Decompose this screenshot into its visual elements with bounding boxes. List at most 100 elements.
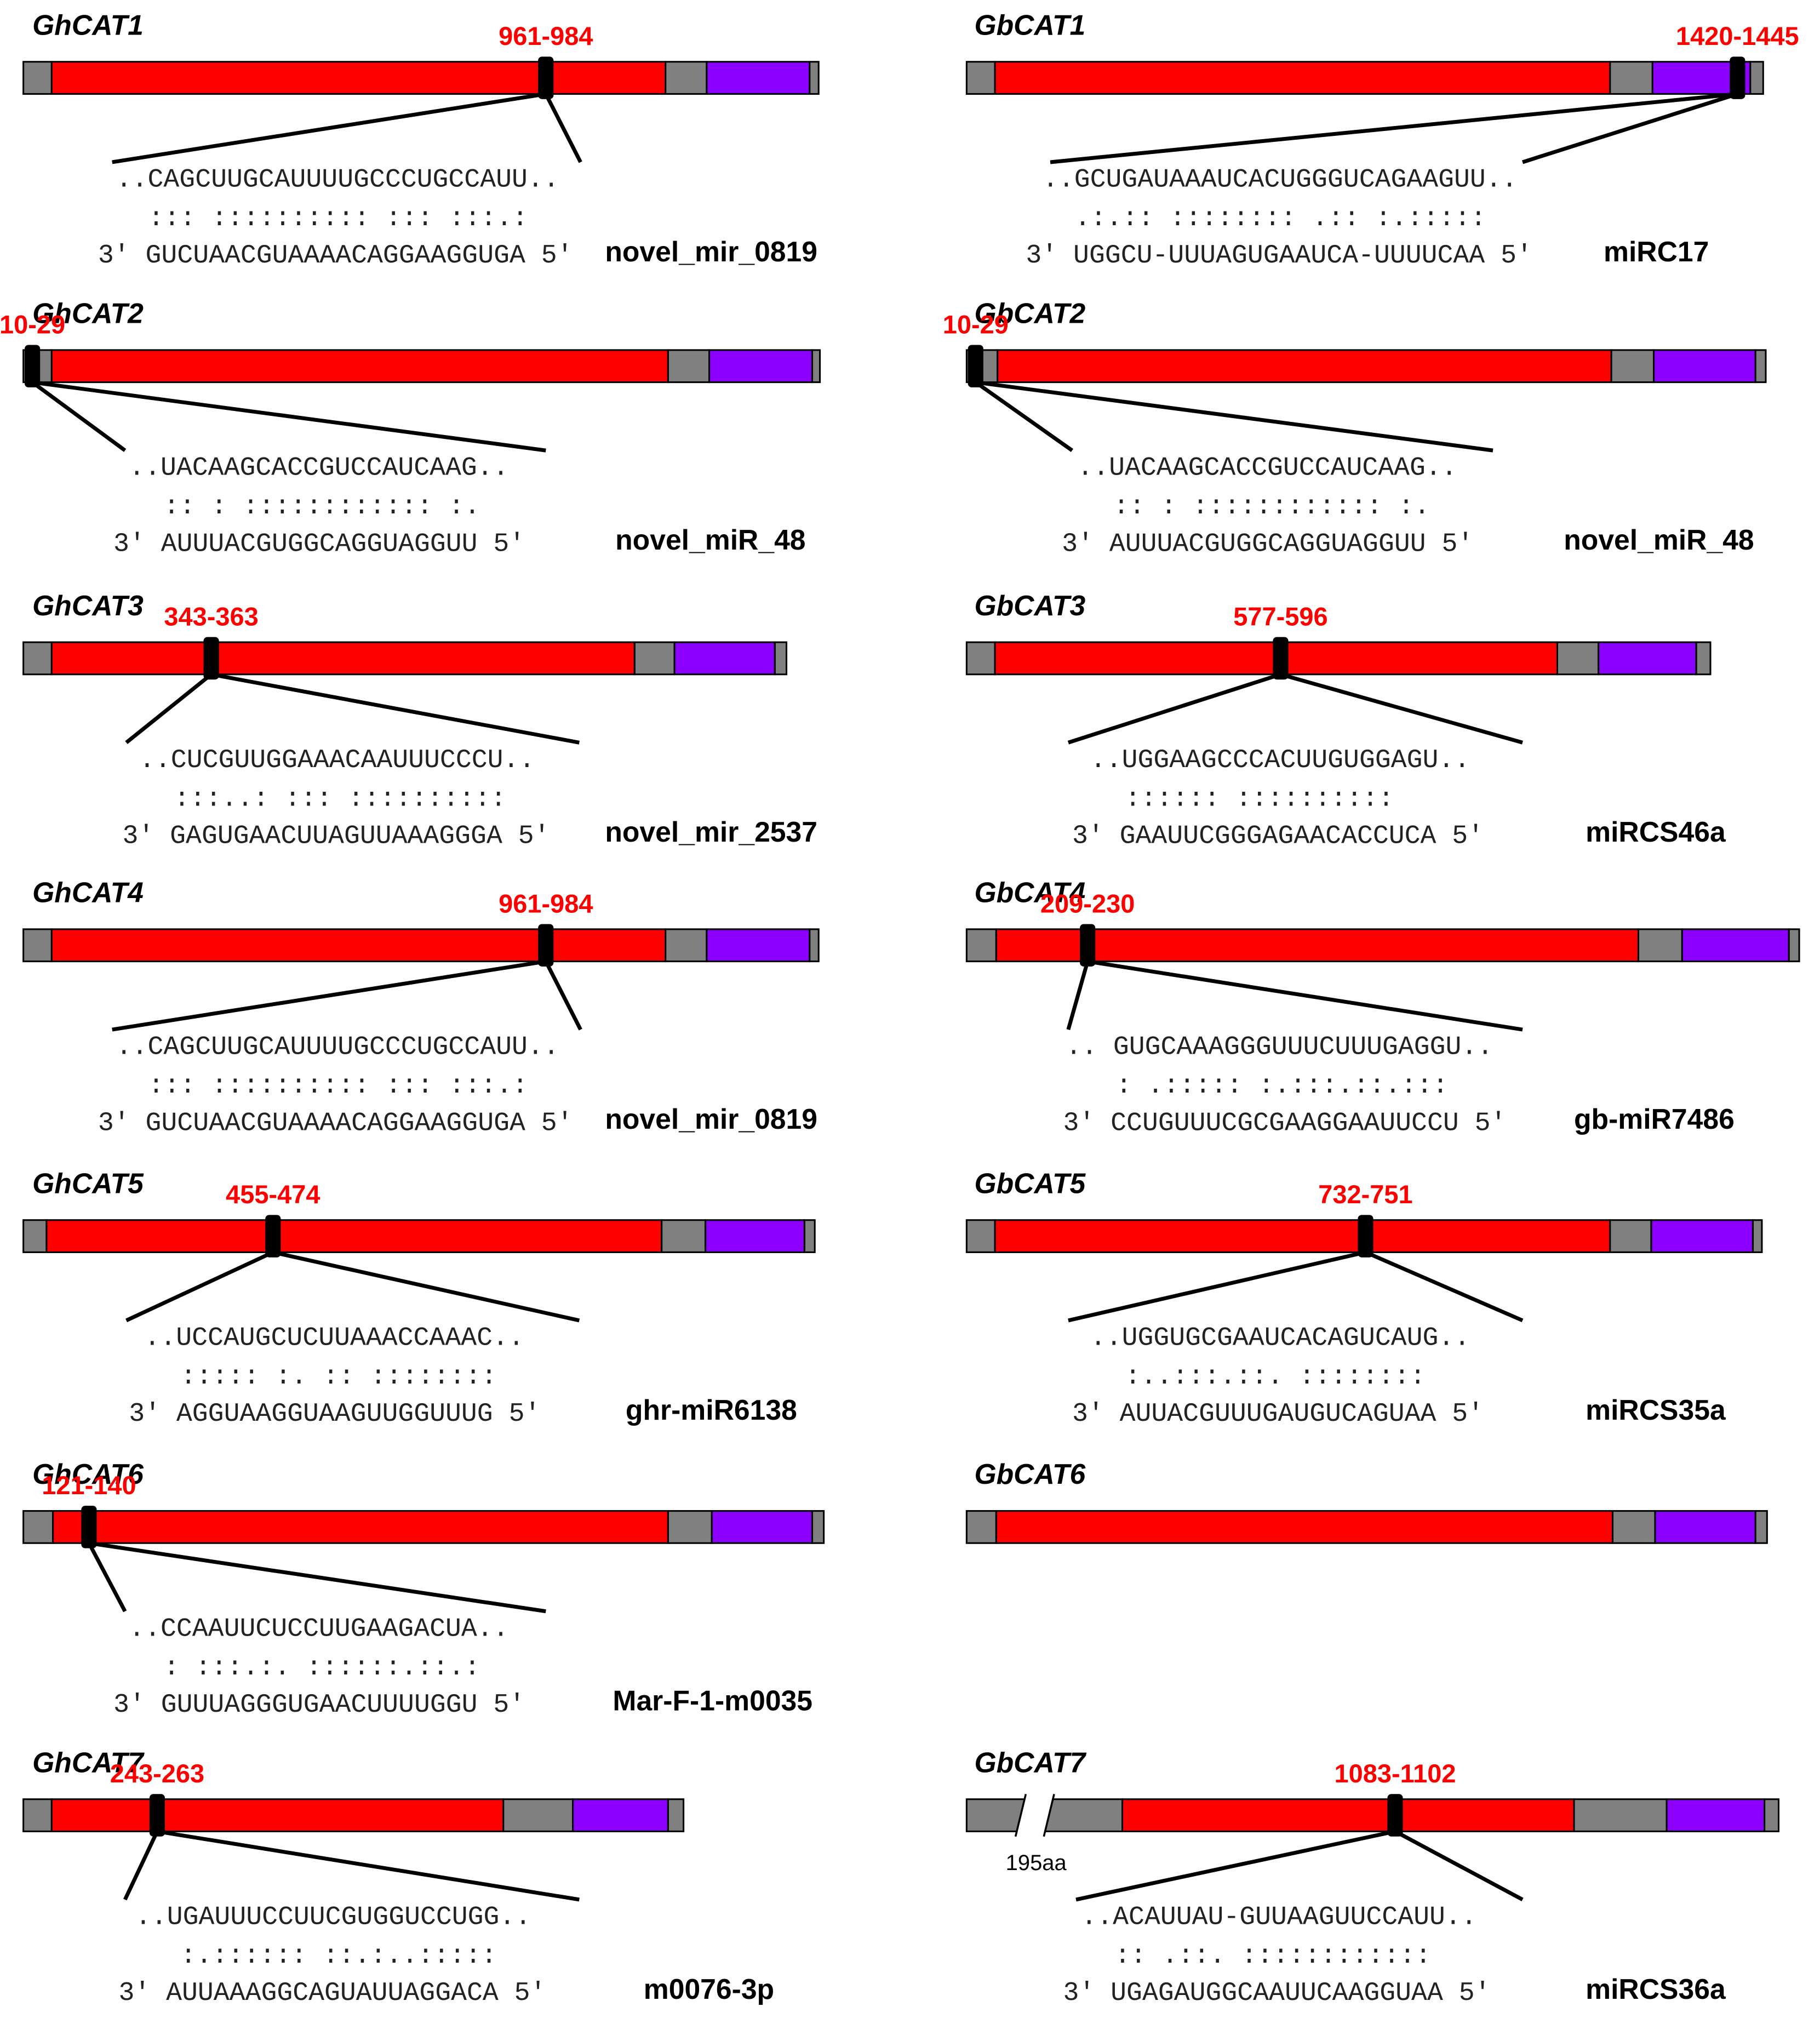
gene-segment xyxy=(45,1219,663,1253)
gene-segment xyxy=(1754,1510,1768,1544)
site-label: 121-140 xyxy=(42,1471,136,1500)
target-seq: ..CUCGUUGGAAACAAUUUCCCU.. xyxy=(139,746,535,775)
link-line xyxy=(125,1250,274,1323)
site-label: 455-474 xyxy=(226,1180,320,1209)
gene-segment xyxy=(22,1798,53,1832)
gene-segment xyxy=(1611,1510,1656,1544)
gene-segment xyxy=(665,61,708,95)
gene-segment xyxy=(706,61,811,95)
link-line xyxy=(123,1830,159,1901)
link-line xyxy=(1087,959,1523,1032)
gene-segment xyxy=(708,349,814,384)
mirna-name: m0076-3p xyxy=(644,1973,774,2005)
gene-segment xyxy=(705,1219,805,1253)
target-seq: ..UGGAAGCCCACUUGUGGAGU.. xyxy=(1090,746,1470,775)
gene-segment xyxy=(997,349,1612,384)
match-line: : .::::: :.:::.::.::: xyxy=(1116,1071,1449,1101)
match-line: ::: :::::::::: ::: :::.: xyxy=(148,1071,528,1101)
gene-label: GbCAT4 xyxy=(974,877,1085,908)
link-line xyxy=(544,93,582,163)
site-marker xyxy=(203,637,219,680)
target-seq: ..UGAUUUCCUUCGUGGUCCUGG.. xyxy=(135,1903,531,1933)
match-line: :..:::.::. :::::::: xyxy=(1125,1362,1426,1392)
mirna-seq: 3′ AUUUACGUGGCAGGUAGGUU 5′ xyxy=(113,529,525,559)
site-marker xyxy=(1080,924,1096,967)
gene-segment xyxy=(965,641,996,676)
gene-segment xyxy=(1754,349,1767,384)
mirna-seq: 3′ GAGUGAACUUAGUUAAAGGGA 5′ xyxy=(123,821,550,851)
target-seq: ..ACAUUAU-GUUAAGUUCCAUU.. xyxy=(1081,1903,1476,1933)
gene-segment xyxy=(1121,1798,1575,1832)
gene-segment xyxy=(52,1510,669,1544)
site-marker xyxy=(538,924,554,967)
panel: GhCAT4 961-984 ..CAGCUUGCAUUUUGCCCUGCCAUU.… xyxy=(22,877,820,1138)
gene-label: GhCAT2 xyxy=(32,298,144,329)
break-line xyxy=(1043,1793,1055,1837)
panel: GbCAT3 577-596..UGGAAGCCCACUUGUGGAGU..:::… xyxy=(965,590,1726,851)
match-line: .:.:: :::::::: .:: :.::::: xyxy=(1075,204,1486,233)
target-seq: ..CCAAUUCUCCUUGAAGACUA.. xyxy=(129,1614,508,1644)
target-seq: ..GCUGAUAAAUCACUGGGUCAGAAGUU.. xyxy=(1043,165,1518,195)
site-marker xyxy=(1273,637,1289,680)
gene-segment xyxy=(706,928,811,963)
link-line xyxy=(87,1542,127,1613)
gene-segment xyxy=(1654,1510,1756,1544)
link-line xyxy=(157,1829,580,1902)
gene-label: GbCAT1 xyxy=(974,9,1085,41)
gene-segment xyxy=(1752,1219,1763,1253)
gene-segment xyxy=(809,61,820,95)
gene-segment xyxy=(661,1219,707,1253)
match-line: :::::: :::::::::: xyxy=(1125,784,1394,814)
gene-label: GbCAT5 xyxy=(974,1167,1086,1199)
gene-segment xyxy=(1573,1798,1668,1832)
site-label: 243-263 xyxy=(110,1759,204,1788)
panel: GhCAT1 961-984 ..CAGCUUGCAUUUUGCCCUGCCAUU.… xyxy=(22,9,820,271)
site-marker xyxy=(1387,1794,1403,1837)
site-label: 961-984 xyxy=(499,21,593,50)
mirna-name: novel_mir_0819 xyxy=(605,1103,817,1135)
link-line xyxy=(31,380,127,452)
gene-segment xyxy=(711,1510,814,1544)
target-seq: ..UACAAGCACCGUCCAUCAAG.. xyxy=(129,454,508,483)
mirna-seq: 3′ AUUUACGUGGCAGGUAGGUU 5′ xyxy=(1062,529,1473,559)
mirna-name: miRCS36a xyxy=(1586,1973,1726,2005)
gene-segment xyxy=(965,928,997,963)
gene-segment xyxy=(1609,61,1653,95)
panel: GhCAT3 343-363..CUCGUUGGAAACAAUUUCCCU..::… xyxy=(22,590,817,851)
link-line xyxy=(974,380,1073,452)
match-line: :: .::. :::::::::::: xyxy=(1114,1941,1431,1971)
panel: GbCAT5 732-751 ..UGGUGCGAAUCACAGUCAUG..:..… xyxy=(965,1167,1763,1429)
target-seq: ..CAGCUUGCAUUUUGCCCUGCCAUU.. xyxy=(116,165,559,195)
site-marker xyxy=(968,345,983,388)
mirna-seq: 3′ UGGCU-UUUAGUGAAUCA-UUUUCAA 5′ xyxy=(1026,241,1532,271)
gene-segment xyxy=(1650,1219,1754,1253)
gene-segment xyxy=(1610,349,1655,384)
gene-segment xyxy=(22,61,53,95)
link-line xyxy=(544,960,582,1031)
match-line: :.:::::: ::.:..::::: xyxy=(180,1941,497,1971)
gene-segment xyxy=(965,1219,996,1253)
link-line xyxy=(1068,1250,1366,1323)
match-line: :: : :::::::::::: :. xyxy=(1113,492,1430,522)
site-label: 732-751 xyxy=(1318,1180,1412,1209)
mirna-name: ghr-miR6138 xyxy=(626,1394,797,1426)
site-label: 343-363 xyxy=(164,602,258,631)
mirna-name: novel_mir_2537 xyxy=(605,816,817,848)
gene-segment xyxy=(1764,1798,1780,1832)
gene-segment xyxy=(667,1798,685,1832)
mirna-seq: 3′ AUUAAAGGCAGUAUUAGGACA 5′ xyxy=(118,1979,546,2008)
site-marker xyxy=(1730,56,1745,99)
target-seq: .. GUGCAAAGGGUUUCUUUGAGGU.. xyxy=(1066,1033,1493,1062)
gene-segment xyxy=(1556,641,1600,676)
target-seq: ..UACAAGCACCGUCCAUCAAG.. xyxy=(1077,454,1457,483)
mirna-name: Mar-F-1-m0035 xyxy=(613,1685,812,1717)
panel: GbCAT1 1420-1445 ..GCUGAUAAAUCACUGGGUCAGAA… xyxy=(965,9,1799,271)
gene-segment xyxy=(1788,928,1800,963)
gene-segment xyxy=(1666,1798,1766,1832)
link-line xyxy=(1280,672,1524,745)
gene-segment xyxy=(22,928,53,963)
mirna-seq: 3′ AUUACGUUUGAUGUCAGUAA 5′ xyxy=(1072,1399,1484,1429)
